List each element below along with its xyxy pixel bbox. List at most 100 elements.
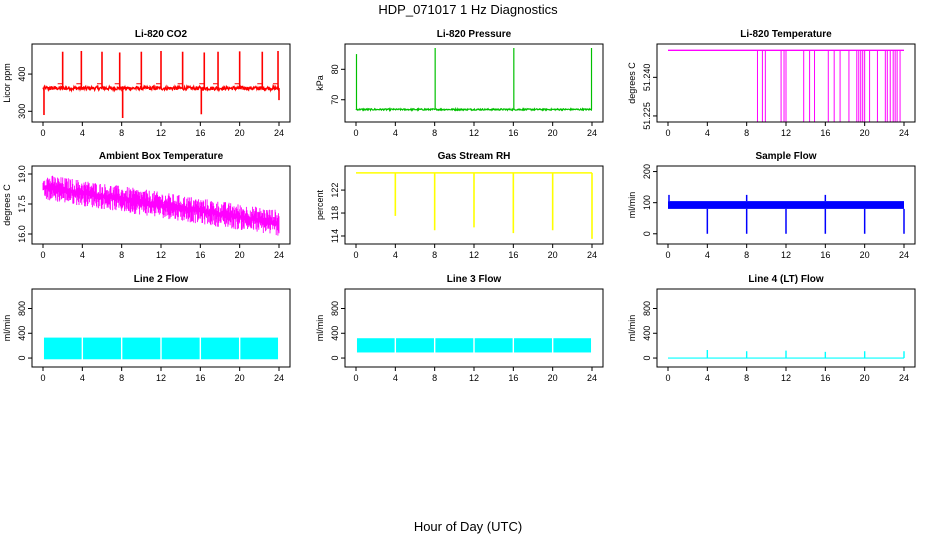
x-tick-label: 4 [80,128,85,138]
x-tick-label: 0 [353,373,358,383]
x-tick-label: 24 [899,250,909,260]
x-tick-label: 12 [469,250,479,260]
x-tick-label: 8 [432,250,437,260]
panel-9: Line 4 (LT) Flow ml/min 0 4 8 12 16 20 24 0 400 800 [627,274,916,383]
x-tick-label: 8 [432,128,437,138]
x-tick-label: 8 [119,128,124,138]
y-axis-label: percent [315,189,325,220]
y-tick-label: 51.240 [642,64,652,92]
x-tick-label: 20 [860,373,870,383]
x-tick-label: 8 [744,128,749,138]
x-tick-label: 4 [705,373,710,383]
x-tick-label: 8 [432,373,437,383]
y-tick-label: 800 [17,301,27,316]
x-tick-label: 12 [469,373,479,383]
data-layer [356,172,593,239]
y-axis-label: ml/min [627,315,637,342]
data-layer [668,194,905,234]
y-tick-label: 0 [330,356,340,361]
x-tick-label: 24 [587,373,597,383]
x-tick-label: 16 [508,250,518,260]
panel-title: Sample Flow [755,151,816,162]
data-layer [43,336,279,361]
x-tick-label: 0 [353,128,358,138]
x-tick-label: 20 [548,250,558,260]
x-tick-label: 12 [156,128,166,138]
x-tick-label: 0 [665,128,670,138]
x-tick-label: 4 [705,250,710,260]
y-tick-label: 122 [330,183,340,198]
y-tick-label: 400 [642,326,652,341]
data-layer [42,50,280,118]
y-tick-label: 16.0 [17,225,27,243]
x-tick-label: 20 [235,250,245,260]
panel-title: Li-820 CO2 [135,29,188,40]
x-tick-label: 4 [393,250,398,260]
x-tick-label: 24 [274,373,284,383]
x-tick-label: 12 [469,128,479,138]
x-tick-label: 0 [665,373,670,383]
y-tick-label: 70 [330,95,340,105]
x-tick-label: 24 [274,250,284,260]
panel-title: Line 4 (LT) Flow [748,274,824,285]
x-tick-label: 20 [860,128,870,138]
x-tick-label: 24 [587,128,597,138]
y-axis-label: ml/min [627,192,637,219]
panel-title: Ambient Box Temperature [99,151,224,162]
x-tick-label: 16 [195,250,205,260]
x-tick-label: 4 [80,250,85,260]
x-tick-label: 16 [508,373,518,383]
y-tick-label: 800 [330,301,340,316]
figure-title: HDP_071017 1 Hz Diagnostics [378,2,558,17]
x-tick-label: 20 [860,250,870,260]
y-tick-label: 800 [642,301,652,316]
y-tick-label: 200 [642,164,652,179]
y-tick-label: 80 [330,64,340,74]
y-tick-label: 0 [642,356,652,361]
x-tick-label: 0 [40,128,45,138]
y-tick-label: 0 [642,231,652,236]
x-tick-label: 12 [781,250,791,260]
y-axis-label: degrees C [2,184,12,226]
y-tick-label: 0 [17,356,27,361]
x-tick-label: 8 [744,250,749,260]
y-tick-label: 118 [330,206,340,220]
sample-band [668,201,904,209]
x-tick-label: 12 [156,250,166,260]
panel-title: Gas Stream RH [438,151,511,162]
y-axis-label: Licor ppm [2,63,12,103]
data-layer [668,49,904,122]
x-tick-label: 0 [40,250,45,260]
panel-4: Ambient Box Temperature degrees C 0 4 8 12 16 2… [2,151,291,260]
panel-1: Li-820 CO2 Licor ppm 0 4 8 12 16 20 24 300 400 [2,29,291,138]
y-axis-label: kPa [315,75,325,91]
data-layer [356,337,592,354]
x-tick-label: 16 [195,128,205,138]
panel-6: Sample Flow ml/min 0 4 8 12 16 20 24 0 100 200 [627,151,916,260]
x-tick-label: 8 [119,250,124,260]
x-tick-label: 16 [820,250,830,260]
x-tick-label: 20 [235,373,245,383]
plot-frame [344,288,604,368]
panel-title: Li-820 Pressure [437,29,512,40]
x-tick-label: 20 [235,128,245,138]
y-tick-label: 100 [642,195,652,210]
y-tick-label: 400 [17,67,27,82]
x-tick-label: 16 [820,373,830,383]
pressure-trace [355,106,592,113]
y-axis-label: ml/min [315,315,325,342]
x-tick-label: 24 [274,128,284,138]
y-axis-label: ml/min [2,315,12,342]
panel-title: Line 2 Flow [134,274,189,285]
x-tick-label: 4 [393,128,398,138]
y-tick-label: 114 [330,229,340,243]
y-tick-label: 17.5 [17,195,27,213]
x-tick-label: 12 [781,128,791,138]
panel-8: Line 3 Flow ml/min 0 4 8 12 16 20 24 0 400 800 [315,274,604,383]
x-tick-label: 20 [548,373,558,383]
x-tick-label: 12 [156,373,166,383]
x-tick-label: 0 [665,250,670,260]
panel-2: Li-820 Pressure kPa 0 4 8 12 16 20 24 70 80 [315,29,604,138]
panel-3: Li-820 Temperature degrees C 0 4 8 12 16 20 24 51… [627,29,916,138]
